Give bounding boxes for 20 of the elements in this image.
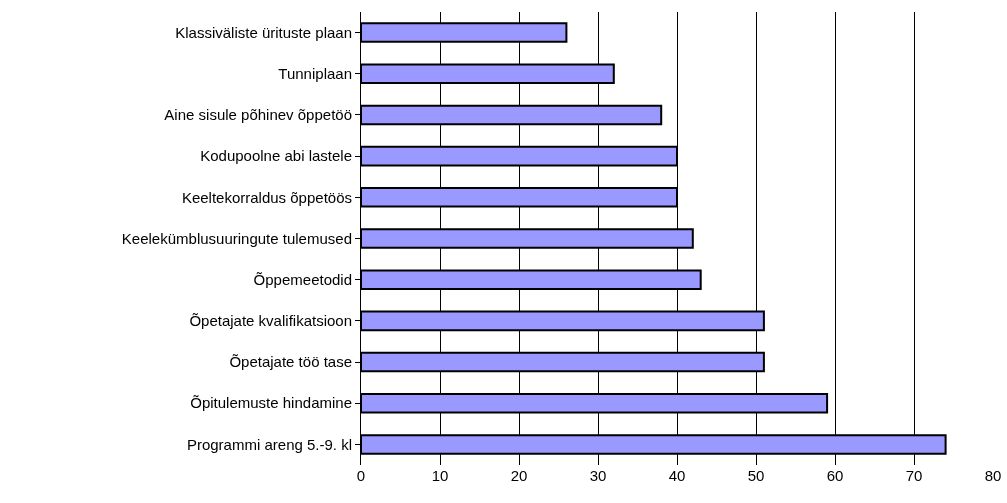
- y-tick-label: Tunniplaan: [278, 65, 352, 83]
- y-tick-label: Kodupoolne abi lastele: [200, 147, 352, 165]
- x-tick-label: 70: [905, 467, 923, 484]
- x-tick-label: 80: [984, 467, 1002, 484]
- y-tick-label: Programmi areng 5.-9. kl: [186, 435, 352, 453]
- x-tick-label: 10: [431, 467, 449, 484]
- y-tick-label: Aine sisule põhinev õppetöö: [164, 106, 352, 124]
- x-tick-label: 50: [747, 467, 765, 484]
- x-tick-label: 0: [356, 467, 366, 484]
- y-tick-label: Õppemeetodid: [253, 270, 352, 288]
- x-tick-label: 20: [510, 467, 528, 484]
- y-tick-label: Õpetajate töö tase: [229, 353, 352, 371]
- x-tick-label: 30: [589, 467, 607, 484]
- y-tick-label: Õpetajate kvalifikatsioon: [189, 312, 352, 330]
- y-tick-label: Õpitulemuste hindamine: [190, 394, 352, 412]
- y-tick-label: Klassiväliste ürituste plaan: [175, 23, 352, 41]
- x-tick-label: 60: [826, 467, 844, 484]
- y-tick-label: Keeltekorraldus õppetöös: [181, 188, 352, 206]
- x-tick-label: 40: [668, 467, 686, 484]
- y-tick-label: Keelekümblusuuringute tulemused: [121, 229, 352, 247]
